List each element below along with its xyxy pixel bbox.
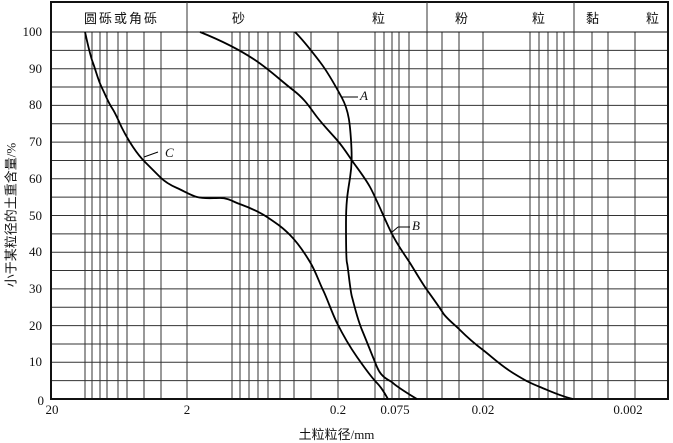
x-tick-label: 0.2 [329,402,347,417]
y-tick-label: 90 [29,60,42,76]
y-tick-label: 0 [37,393,45,408]
y-tick-label: 100 [22,24,43,39]
y-axis-label-text: 小于某粒径的土重含量/% [3,142,19,288]
y-tick-label: 40 [29,244,42,260]
x-axis-label: 土粒粒径/mm [298,427,375,442]
curves [84,31,574,400]
leader-b [390,226,399,234]
x-tick-label: 0.02 [471,402,495,417]
header-zone-sand-1: 砂 [232,11,248,26]
y-tick-label: 50 [29,207,42,223]
x-tick-label: 0.075 [380,402,410,417]
header-zone-silt-2: 粒 [532,11,548,26]
curve-leaders [143,96,410,234]
header-zone-clay-2: 粒 [646,11,662,26]
horizontal-grid [51,49,668,382]
curve-c [84,31,389,400]
curve-label-a: A [360,88,368,103]
curve-label-b: B [412,218,420,233]
curve-label-c: C [165,145,174,160]
header-zone-gravel: 圆砾或角砾 [84,11,160,26]
y-tick-label: 70 [29,134,42,150]
x-tick-label: 0.002 [613,402,643,417]
leader-c [143,151,159,158]
y-tick-label: 10 [29,354,42,370]
plot-frame [50,1,669,400]
y-tick-label: 60 [29,170,42,186]
y-tick-label: 30 [29,280,42,296]
x-tick-label: 20 [45,402,59,417]
curve-b [199,31,574,400]
x-tick-label: 2 [183,402,191,417]
header-zone-sand-2: 粒 [372,11,388,26]
y-tick-label: 20 [29,317,42,333]
header-zone-silt-1: 粉 [455,11,471,26]
header-zone-clay-1: 黏 [586,11,602,26]
y-tick-label: 80 [29,97,42,113]
curve-a [294,31,418,400]
